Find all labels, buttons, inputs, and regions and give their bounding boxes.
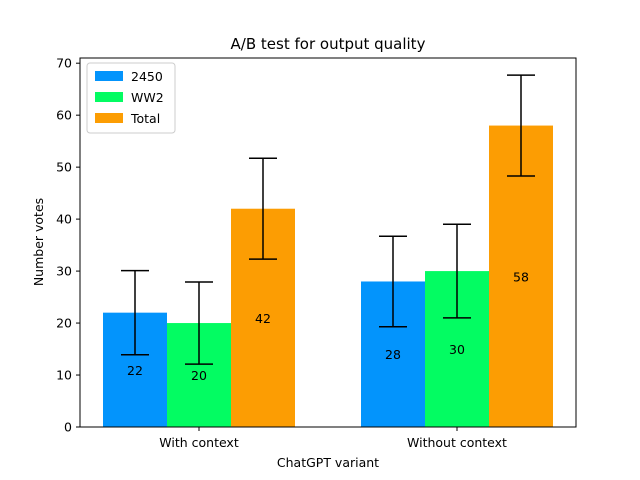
chart-title: A/B test for output quality [231, 35, 426, 53]
error-bar-total-1 [507, 74, 535, 177]
legend-swatch-ww2 [95, 92, 123, 102]
error-bar-ww2-1 [443, 223, 471, 319]
x-tick-label: Without context [407, 435, 507, 450]
plot-frame [79, 57, 577, 428]
y-tick-label: 70 [56, 56, 72, 71]
error-bar-2450-0 [121, 269, 149, 356]
bar-value-label: 28 [385, 347, 401, 362]
bar-value-label: 58 [513, 269, 529, 284]
error-bars-layer [121, 74, 535, 365]
error-bar-total-0 [249, 157, 277, 260]
legend: 2450 WW2 Total [86, 62, 176, 134]
legend-swatch-total [95, 113, 123, 123]
x-axis: With context Without context [159, 427, 507, 450]
legend-label-ww2: WW2 [131, 90, 164, 105]
y-tick-label: 20 [56, 316, 72, 331]
y-tick-label: 10 [56, 368, 72, 383]
bar-value-label: 20 [191, 368, 207, 383]
y-axis: 0 10 20 30 40 50 60 70 [56, 56, 80, 435]
legend-label-2450: 2450 [131, 69, 163, 84]
x-axis-label: ChatGPT variant [277, 455, 379, 470]
x-tick-label: With context [159, 435, 239, 450]
bar-labels-layer: 22 28 20 30 42 58 [127, 269, 529, 383]
y-tick-label: 30 [56, 264, 72, 279]
y-tick-label: 60 [56, 108, 72, 123]
bar-value-label: 42 [255, 311, 271, 326]
legend-label-total: Total [130, 111, 160, 126]
bar-value-label: 22 [127, 363, 143, 378]
legend-swatch-2450 [95, 71, 123, 81]
y-axis-label: Number votes [31, 198, 46, 286]
bar-value-label: 30 [449, 342, 465, 357]
y-tick-label: 40 [56, 212, 72, 227]
y-tick-label: 0 [64, 420, 72, 435]
error-bar-2450-1 [379, 235, 407, 328]
error-bar-ww2-0 [185, 281, 213, 365]
y-tick-label: 50 [56, 160, 72, 175]
